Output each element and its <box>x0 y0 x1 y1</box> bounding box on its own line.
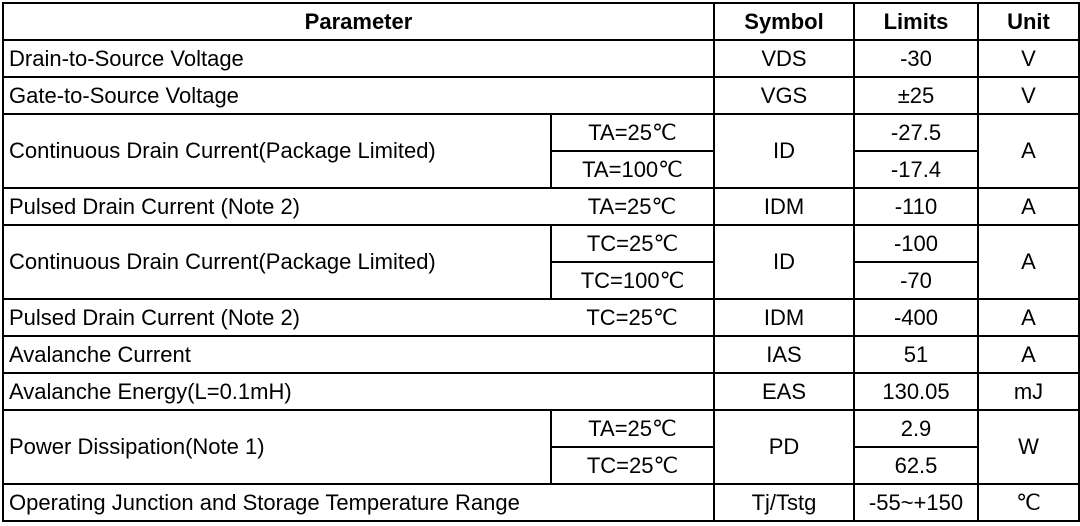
limit-cell: -30 <box>853 39 979 78</box>
table-row: Avalanche Energy(L=0.1mH) EAS 130.05 mJ <box>2 372 1080 411</box>
parameter-cell: Continuous Drain Current(Package Limited… <box>2 113 552 189</box>
condition-cell: TC=25℃ <box>551 298 715 337</box>
unit-cell: W <box>977 409 1080 485</box>
symbol-cell: IDM <box>713 187 855 226</box>
unit-cell: mJ <box>977 372 1080 411</box>
unit-cell: A <box>977 224 1080 300</box>
table-row: Pulsed Drain Current (Note 2) TA=25℃ IDM… <box>2 187 1080 226</box>
limit-cell: 51 <box>853 335 979 374</box>
symbol-cell: VDS <box>713 39 855 78</box>
unit-cell: A <box>977 298 1080 337</box>
limit-cell: 130.05 <box>853 372 979 411</box>
parameter-cell: Power Dissipation(Note 1) <box>2 409 552 485</box>
parameter-cell: Pulsed Drain Current (Note 2) <box>2 298 551 337</box>
condition-cell: TC=25℃ <box>550 224 715 263</box>
condition-cell: TA=25℃ <box>551 187 715 226</box>
condition-cell: TA=25℃ <box>550 409 715 448</box>
symbol-cell: PD <box>713 409 855 485</box>
unit-cell: V <box>977 39 1080 78</box>
parameter-cell: Drain-to-Source Voltage <box>2 39 715 78</box>
unit-cell: A <box>977 187 1080 226</box>
header-parameter: Parameter <box>2 2 715 41</box>
symbol-cell: ID <box>713 113 855 189</box>
header-symbol: Symbol <box>713 2 855 41</box>
limit-cell: -55~+150 <box>853 483 979 522</box>
limit-cell: 2.9 <box>853 409 979 448</box>
symbol-cell: IAS <box>713 335 855 374</box>
parameter-cell: Avalanche Energy(L=0.1mH) <box>2 372 715 411</box>
condition-cell: TA=100℃ <box>550 150 715 189</box>
table-row: TC=100℃ -70 <box>3 261 1079 300</box>
limit-cell: -400 <box>853 298 979 337</box>
table-row: Pulsed Drain Current (Note 2) TC=25℃ IDM… <box>2 298 1080 337</box>
table-row: Power Dissipation(Note 1) TA=25℃ PD 2.9 … <box>2 409 1080 485</box>
header-row: Parameter Symbol Limits Unit <box>2 2 1080 41</box>
table-row: Operating Junction and Storage Temperatu… <box>2 483 1080 522</box>
table-row: Continuous Drain Current(Package Limited… <box>2 224 1080 300</box>
limit-cell: -70 <box>853 261 979 300</box>
symbol-cell: VGS <box>713 76 855 115</box>
unit-cell: V <box>977 76 1080 115</box>
table-row: Avalanche Current IAS 51 A <box>2 335 1080 374</box>
parameter-cell: Avalanche Current <box>2 335 715 374</box>
limit-cell: ±25 <box>853 76 979 115</box>
parameter-cell: Pulsed Drain Current (Note 2) <box>2 187 551 226</box>
limit-cell: 62.5 <box>853 446 979 485</box>
header-limits: Limits <box>853 2 979 41</box>
symbol-cell: EAS <box>713 372 855 411</box>
table-row: TC=25℃ 62.5 <box>3 446 1079 485</box>
table-row: Drain-to-Source Voltage VDS -30 V <box>2 39 1080 78</box>
parameter-cell: Gate-to-Source Voltage <box>2 76 715 115</box>
condition-cell: TA=25℃ <box>550 113 715 152</box>
limit-cell: -110 <box>853 187 979 226</box>
unit-cell: A <box>977 335 1080 374</box>
header-unit: Unit <box>977 2 1080 41</box>
unit-cell: A <box>977 113 1080 189</box>
table-row: Continuous Drain Current(Package Limited… <box>2 113 1080 189</box>
limit-cell: -100 <box>853 224 979 263</box>
table-row: Gate-to-Source Voltage VGS ±25 V <box>2 76 1080 115</box>
condition-cell: TC=100℃ <box>550 261 715 300</box>
table-row: TA=100℃ -17.4 <box>3 150 1079 189</box>
unit-cell: ℃ <box>977 483 1080 522</box>
symbol-cell: Tj/Tstg <box>713 483 855 522</box>
symbol-cell: ID <box>713 224 855 300</box>
condition-cell: TC=25℃ <box>550 446 715 485</box>
parameter-cell: Operating Junction and Storage Temperatu… <box>2 483 715 522</box>
symbol-cell: IDM <box>713 298 855 337</box>
limit-cell: -27.5 <box>853 113 979 152</box>
parameter-cell: Continuous Drain Current(Package Limited… <box>2 224 552 300</box>
limit-cell: -17.4 <box>853 150 979 189</box>
